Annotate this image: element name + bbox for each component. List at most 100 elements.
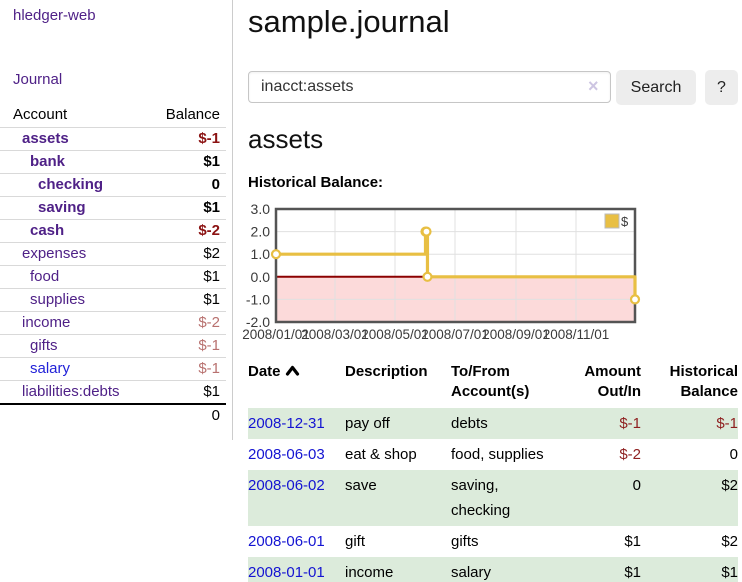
register-row[interactable]: 2008-06-03 eat & shop food, supplies $-2 0 — [248, 439, 738, 470]
register-col-balance[interactable]: Historical Balance — [641, 360, 738, 408]
transaction-accounts: saving, checking — [451, 477, 511, 519]
account-link[interactable]: bank — [30, 153, 66, 170]
account-balance: $1 — [150, 196, 226, 220]
account-link[interactable]: cash — [30, 222, 65, 239]
svg-text:1.0: 1.0 — [251, 246, 271, 262]
sidebar-item-journal[interactable]: Journal — [13, 71, 63, 88]
transaction-balance: $1 — [721, 564, 738, 581]
register-row[interactable]: 2008-01-01 income salary $1 $1 — [248, 557, 738, 582]
svg-text:2008/09/01: 2008/09/01 — [482, 327, 550, 342]
svg-text:-1.0: -1.0 — [246, 291, 270, 307]
account-balance: $-1 — [150, 357, 226, 381]
account-link[interactable]: assets — [22, 130, 69, 147]
account-row: saving $1 — [0, 196, 226, 220]
transaction-amount: $1 — [624, 533, 641, 550]
transaction-balance: 0 — [729, 446, 738, 463]
svg-text:2008/11/01: 2008/11/01 — [543, 327, 610, 342]
register-row[interactable]: 2008-06-01 gift gifts $1 $2 — [248, 526, 738, 557]
help-button[interactable]: ? — [705, 70, 738, 105]
accounts-total: 0 — [150, 403, 226, 427]
register-col-date[interactable]: Date — [248, 360, 345, 408]
transaction-balance: $2 — [721, 533, 738, 550]
transaction-date-link[interactable]: 2008-06-03 — [248, 446, 325, 463]
transaction-balance: $2 — [721, 477, 738, 494]
transaction-date-link[interactable]: 2008-12-31 — [248, 415, 325, 432]
svg-text:2008/05/01: 2008/05/01 — [361, 327, 429, 342]
svg-text:2008/07/01: 2008/07/01 — [421, 327, 489, 342]
register-col-date-label: Date — [248, 363, 281, 380]
account-row: assets $-1 — [0, 127, 226, 151]
account-link[interactable]: expenses — [22, 245, 87, 262]
account-row: income $-2 — [0, 311, 226, 335]
transaction-date-link[interactable]: 2008-01-01 — [248, 564, 325, 581]
account-row: cash $-2 — [0, 219, 226, 243]
account-link[interactable]: gifts — [30, 337, 58, 354]
search-button[interactable]: Search — [616, 70, 696, 105]
search-input[interactable] — [248, 71, 611, 103]
transaction-date-link[interactable]: 2008-06-01 — [248, 533, 325, 550]
transaction-description: income — [345, 564, 394, 581]
svg-text:0.0: 0.0 — [251, 269, 271, 285]
svg-text:$: $ — [621, 214, 629, 229]
account-balance: $1 — [150, 265, 226, 289]
chart-legend: $ — [604, 213, 629, 229]
account-row: checking 0 — [0, 173, 226, 197]
transaction-accounts: salary — [451, 564, 492, 581]
account-link[interactable]: salary — [30, 360, 71, 377]
accounts-col-account: Account — [13, 106, 68, 123]
svg-text:2008/01/01: 2008/01/01 — [242, 327, 310, 342]
svg-text:2008/03/01: 2008/03/01 — [301, 327, 369, 342]
account-row: gifts $-1 — [0, 334, 226, 358]
register-table: Date Description To/From Account(s) Amou… — [248, 360, 738, 582]
register-row[interactable]: 2008-06-02 save saving, checking 0 $2 — [248, 470, 738, 526]
transaction-accounts: debts — [451, 415, 488, 432]
account-link[interactable]: saving — [38, 199, 86, 216]
svg-text:3.0: 3.0 — [251, 201, 271, 217]
chart-label: Historical Balance: — [248, 174, 384, 191]
historical-balance-chart: 3.0 2.0 1.0 0.0 -1.0 -2.02008/01/012008/03/01… — [242, 201, 641, 342]
app-brand-link[interactable]: hledger-web — [13, 7, 96, 24]
account-balance: $2 — [150, 242, 226, 266]
account-row: liabilities:debts $1 — [0, 380, 226, 404]
transaction-balance: $-1 — [716, 415, 738, 432]
account-link[interactable]: liabilities:debts — [22, 383, 120, 400]
transaction-description: save — [345, 477, 377, 494]
account-balance: $1 — [150, 380, 226, 404]
register-col-accounts-line1: To/From — [451, 363, 510, 380]
account-row: expenses $2 — [0, 242, 226, 266]
account-row: bank $1 — [0, 150, 226, 174]
account-link[interactable]: supplies — [30, 291, 86, 308]
clear-search-icon[interactable]: × — [588, 76, 599, 96]
accounts-table: Account Balance assets $-1 bank $1 checking 0… — [0, 103, 226, 427]
search-bar: × Search ? — [248, 70, 742, 105]
account-title: assets — [248, 124, 324, 154]
sort-ascending-icon — [285, 362, 300, 382]
transaction-date-link[interactable]: 2008-06-02 — [248, 477, 325, 494]
account-balance: $-2 — [150, 311, 226, 335]
transaction-accounts: food, supplies — [451, 446, 544, 463]
account-row: supplies $1 — [0, 288, 226, 312]
register-header-row: Date Description To/From Account(s) Amou… — [248, 360, 738, 408]
transaction-amount: 0 — [632, 477, 641, 494]
transaction-accounts: gifts — [451, 533, 479, 550]
account-balance: 0 — [150, 173, 226, 197]
account-balance: $-1 — [150, 127, 226, 151]
account-link[interactable]: income — [22, 314, 71, 331]
account-balance: $-1 — [150, 334, 226, 358]
account-row: food $1 — [0, 265, 226, 289]
register-col-amount-line2: Out/In — [597, 383, 641, 400]
account-link[interactable]: checking — [38, 176, 104, 193]
transaction-amount: $1 — [624, 564, 641, 581]
page-title: sample.journal — [248, 4, 450, 39]
register-col-accounts[interactable]: To/From Account(s) — [451, 360, 561, 408]
register-row[interactable]: 2008-12-31 pay off debts $-1 $-1 — [248, 408, 738, 439]
account-row: salary $-1 — [0, 357, 226, 381]
sidebar: hledger-web Journal Account Balance asse… — [0, 0, 233, 440]
transaction-amount: $-2 — [619, 446, 641, 463]
register-col-amount[interactable]: Amount Out/In — [561, 360, 641, 408]
accounts-total-row: 0 — [0, 403, 226, 427]
account-link[interactable]: food — [30, 268, 60, 285]
register-col-description[interactable]: Description — [345, 363, 428, 380]
svg-text:-2.0: -2.0 — [246, 314, 270, 330]
